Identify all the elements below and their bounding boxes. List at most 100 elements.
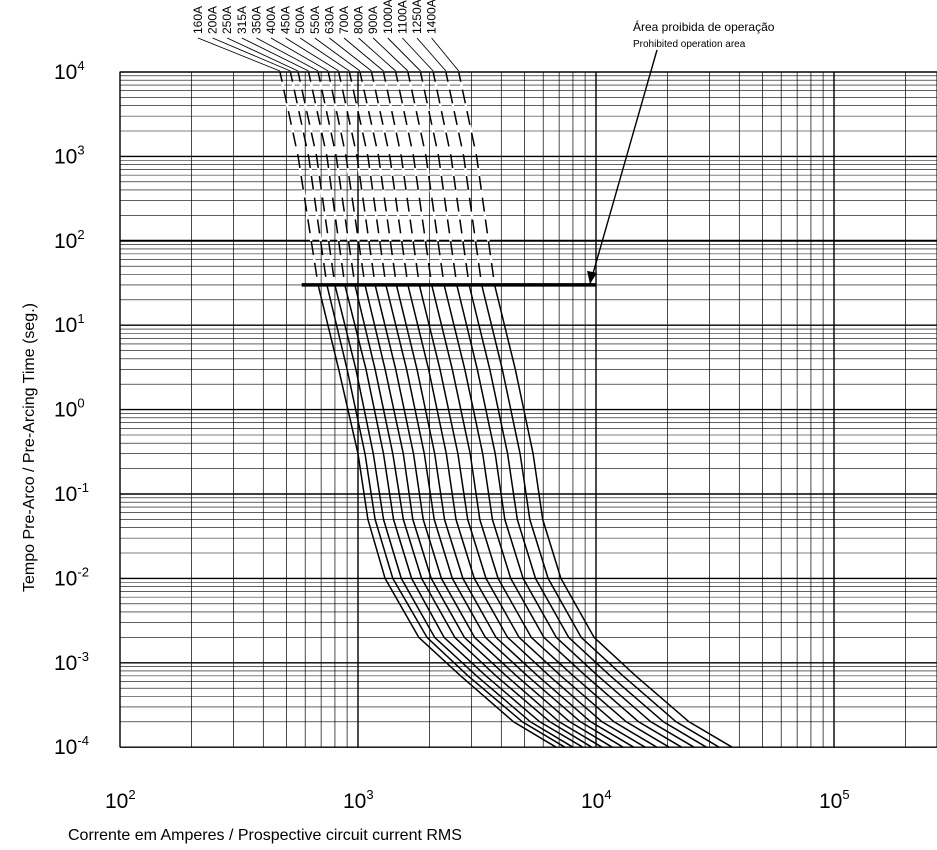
fuse-curve (317, 71, 593, 748)
y-tick-label: 100 (54, 396, 85, 422)
fuse-rating-leader (256, 37, 319, 72)
y-tick-label: 10-3 (54, 649, 89, 675)
x-tick-base: 10 (105, 790, 128, 813)
x-tick-label: 102 (105, 787, 136, 813)
y-tick-exponent: -4 (77, 733, 89, 748)
fuse-rating-leader (299, 37, 350, 72)
fuse-curve (382, 71, 658, 748)
x-tick-label: 104 (581, 787, 612, 813)
fuse-rating-label: 700A (337, 6, 351, 34)
x-tick-label: 103 (343, 787, 374, 813)
y-tick-exponent: 0 (77, 396, 84, 411)
fuse-rating-leader (402, 37, 434, 72)
fuse-curve (370, 71, 646, 748)
fuse-rating-leader (329, 37, 372, 72)
fuse-rating-leader (314, 37, 361, 72)
y-tick-base: 10 (54, 399, 77, 422)
x-tick-exponent: 5 (842, 787, 849, 802)
fuse-rating-label: 1000A (381, 0, 395, 34)
prohibited-area-label-pt: Área proibida de operação (633, 19, 775, 34)
fuse-rating-leader (227, 37, 299, 72)
x-axis-title: Corrente em Amperes / Prospective circui… (68, 827, 462, 844)
y-tick-label: 104 (54, 58, 85, 84)
fuse-curve-dash-gap (432, 71, 471, 286)
x-tick-exponent: 3 (366, 787, 373, 802)
fuse-curve (407, 71, 682, 748)
y-tick-label: 10-4 (54, 733, 89, 759)
fuse-curves (278, 71, 733, 748)
fuse-curve (279, 71, 557, 748)
y-tick-label: 10-1 (54, 480, 89, 506)
y-tick-label: 102 (54, 227, 85, 253)
y-tick-exponent: 3 (77, 142, 84, 157)
fuse-rating-label: 200A (206, 6, 220, 34)
fuse-rating-label: 315A (235, 6, 249, 34)
fuse-curve-dash-gap (406, 71, 446, 286)
x-tick-base: 10 (581, 790, 604, 813)
x-tick-label: 105 (819, 787, 850, 813)
fuse-rating-labels: 160A 200A 250A 315A 350A 400A 450A 500A 550A 630A… (191, 0, 460, 72)
x-tick-exponent: 2 (128, 787, 135, 802)
fuse-rating-label: 160A (191, 6, 205, 34)
fuse-rating-leader (285, 37, 339, 72)
x-tick-base: 10 (819, 790, 842, 813)
fuse-curve (327, 71, 603, 748)
fuse-rating-label: 350A (249, 6, 263, 34)
fuse-rating-leader (431, 37, 460, 72)
prohibited-area-arrowhead (587, 270, 597, 284)
y-tick-base: 10 (54, 567, 77, 590)
fuse-curve (432, 71, 707, 748)
y-tick-exponent: -2 (77, 564, 89, 579)
x-tick-exponent: 4 (604, 787, 611, 802)
fuse-rating-label: 630A (322, 6, 336, 34)
fuse-rating-leader (241, 37, 309, 72)
fuse-curve (289, 71, 566, 748)
fuse-curve-dash-gap (419, 71, 458, 286)
y-tick-base: 10 (54, 314, 77, 337)
fuse-rating-leader (270, 37, 329, 72)
fuse-rating-label: 1100A (395, 0, 409, 34)
y-tick-label: 103 (54, 142, 85, 168)
x-tick-base: 10 (343, 790, 366, 813)
y-tick-exponent: 1 (77, 311, 84, 326)
fuse-rating-label: 450A (279, 6, 293, 34)
fuse-curve (457, 71, 733, 748)
fuse-rating-label: 1250A (410, 0, 424, 34)
y-axis-title: Tempo Pre-Arco / Pre-Arcing Time (seg.) (21, 303, 38, 592)
fuse-rating-leader (387, 37, 421, 72)
fuse-rating-label: 1400A (425, 0, 439, 34)
fuse-rating-label: 250A (220, 6, 234, 34)
y-tick-exponent: 4 (77, 58, 84, 73)
fuse-curve (307, 71, 584, 748)
fuse-curve (419, 71, 695, 748)
y-tick-label: 101 (54, 311, 85, 337)
fuse-curve (394, 71, 670, 748)
y-tick-base: 10 (54, 61, 77, 84)
fuse-curve (445, 71, 720, 748)
fuse-rating-leader (343, 37, 384, 72)
y-tick-base: 10 (54, 736, 77, 759)
fuse-rating-leader (212, 37, 291, 72)
fuse-rating-label: 400A (264, 6, 278, 34)
prohibited-area-leader (589, 49, 658, 285)
y-tick-base: 10 (54, 652, 77, 675)
prohibited-operation-area (301, 49, 658, 287)
fuse-rating-label: 500A (293, 6, 307, 34)
fuse-rating-leader (358, 37, 396, 72)
y-tick-base: 10 (54, 145, 77, 168)
fuse-curve-dash-gap (444, 71, 483, 286)
fuse-rating-label: 550A (308, 6, 322, 34)
y-tick-exponent: -3 (77, 649, 89, 664)
axis-tick-labels: 102 103 104 10510410310210110010-110-210-31… (54, 58, 850, 813)
prohibited-area-label-en: Prohibited operation area (633, 39, 746, 50)
fuse-rating-label: 900A (366, 6, 380, 34)
fuse-rating-label: 800A (352, 6, 366, 34)
fuse-rating-leader (372, 37, 409, 72)
fuse-curve (348, 71, 624, 748)
y-tick-base: 10 (54, 230, 77, 253)
fuse-curve (337, 71, 613, 748)
fuse-rating-leader (416, 37, 447, 72)
fuse-curve (359, 71, 635, 748)
fuse-curve (297, 71, 574, 748)
